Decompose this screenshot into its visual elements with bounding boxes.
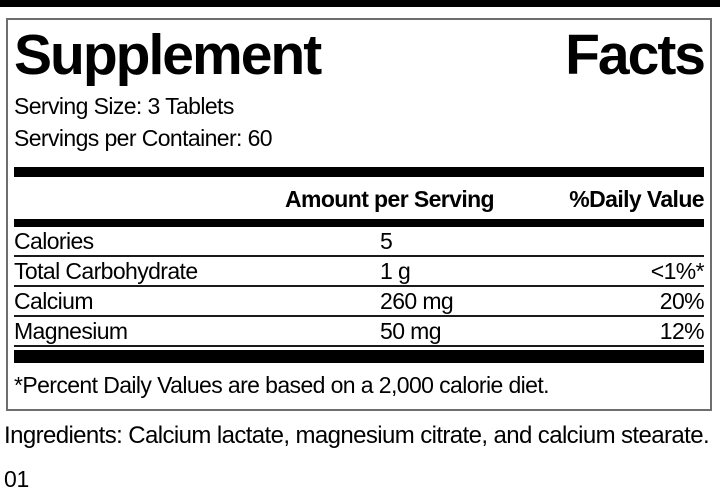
nutrient-name: Total Carbohydrate [14, 258, 198, 285]
ingredients-line: Ingredients: Calcium lactate, magnesium … [4, 422, 710, 450]
nutrient-daily-value: <1%* [650, 258, 705, 285]
table-row-magnesium: Magnesium 50 mg 12% [14, 317, 705, 348]
nutrient-amount: 260 mg [380, 288, 454, 315]
supplement-facts-panel: Supplement Facts Serving Size: 3 Tablets… [6, 18, 712, 412]
nutrient-amount: 5 [380, 228, 393, 255]
nutrient-amount: 50 mg [380, 318, 442, 345]
separator-bar-top [14, 167, 704, 178]
table-row-total-carbohydrate: Total Carbohydrate 1 g <1%* [14, 257, 705, 288]
column-header-daily-value: %Daily Value [569, 186, 704, 213]
label-code: 01 [4, 466, 29, 491]
nutrient-name: Magnesium [14, 318, 128, 345]
nutrient-daily-value: 12% [659, 318, 705, 345]
separator-bar-header [14, 219, 704, 228]
separator-bar-bottom [14, 350, 704, 364]
table-header-row: Amount per Serving %Daily Value [14, 177, 705, 219]
nutrient-daily-value: 20% [659, 288, 705, 315]
daily-value-footnote: *Percent Daily Values are based on a 2,0… [14, 372, 550, 399]
nutrient-name: Calories [14, 228, 94, 255]
table-row-calcium: Calcium 260 mg 20% [14, 287, 705, 318]
top-divider-bar [0, 0, 720, 7]
column-header-amount-per-serving: Amount per Serving [285, 186, 495, 213]
nutrient-name: Calcium [14, 288, 93, 315]
panel-title-word-facts: Facts [565, 23, 706, 87]
serving-size-line: Serving Size: 3 Tablets [14, 93, 234, 120]
table-row-calories: Calories 5 [14, 227, 704, 258]
nutrient-amount: 1 g [380, 258, 411, 285]
servings-per-container-line: Servings per Container: 60 [14, 125, 273, 152]
panel-title-word-supplement: Supplement [14, 23, 322, 87]
panel-title: Supplement Facts [14, 20, 706, 87]
